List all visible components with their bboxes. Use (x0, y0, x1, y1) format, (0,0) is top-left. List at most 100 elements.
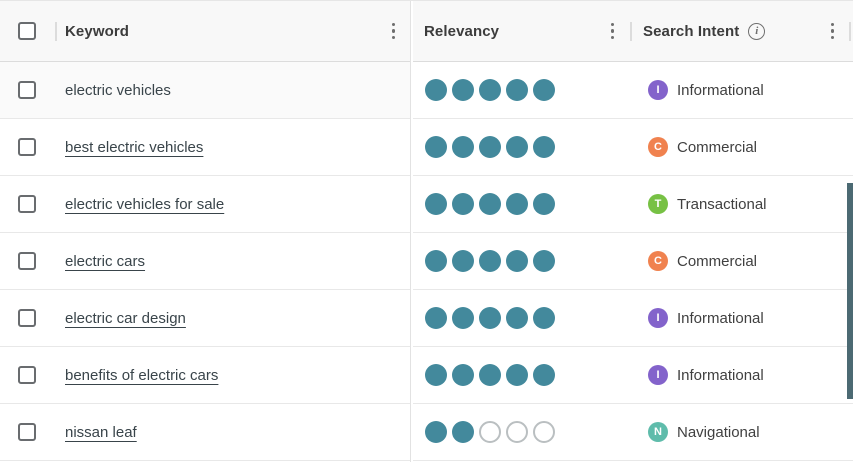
info-icon[interactable]: i (748, 22, 766, 40)
row-checkbox[interactable] (18, 81, 36, 99)
search-intent-cell: I Informational (630, 80, 853, 100)
relevancy-dot-filled (533, 250, 555, 272)
table-row: electric vehicles for sale (0, 176, 410, 233)
relevancy-dot-filled (479, 193, 501, 215)
intent-label: Navigational (677, 423, 760, 441)
relevancy-cell (413, 250, 630, 272)
intent-badge: N (648, 422, 668, 442)
relevancy-dot-filled (533, 136, 555, 158)
relevancy-dot-empty (479, 421, 501, 443)
intent-label: Informational (677, 366, 764, 384)
search-intent-column-title: Search Intent (643, 22, 740, 40)
search-intent-cell: N Navigational (630, 422, 853, 442)
intent-badge: C (648, 251, 668, 271)
vertical-scrollbar-thumb[interactable] (847, 183, 853, 399)
relevancy-cell (413, 136, 630, 158)
relevancy-dot-filled (506, 136, 528, 158)
intent-label: Commercial (677, 252, 758, 270)
table-row: N Navigational (413, 404, 853, 461)
relevancy-dot-filled (479, 250, 501, 272)
select-all-checkbox[interactable] (18, 22, 36, 40)
keyword-column-menu-icon[interactable] (387, 19, 401, 44)
metrics-header: Relevancy Search Intent i (413, 1, 853, 62)
relevancy-cell (413, 421, 630, 443)
relevancy-dot-filled (425, 193, 447, 215)
relevancy-dot-filled (452, 364, 474, 386)
relevancy-dot-filled (506, 250, 528, 272)
search-intent-cell: I Informational (630, 365, 853, 385)
table-row: C Commercial (413, 233, 853, 290)
row-checkbox[interactable] (18, 366, 36, 384)
search-intent-cell: C Commercial (630, 251, 853, 271)
table-row: benefits of electric cars (0, 347, 410, 404)
relevancy-dot-filled (425, 250, 447, 272)
relevancy-dot-filled (452, 193, 474, 215)
table-row: C Commercial (413, 119, 853, 176)
table-row: best electric vehicles (0, 119, 410, 176)
relevancy-dot-filled (506, 364, 528, 386)
table-row: T Transactional (413, 176, 853, 233)
relevancy-dot-filled (425, 307, 447, 329)
metrics-columns: Relevancy Search Intent i I Informational… (413, 1, 853, 462)
relevancy-dot-filled (425, 136, 447, 158)
keyword-column: Keyword electric vehicles best electric v… (0, 1, 411, 462)
table-row: nissan leaf (0, 404, 410, 461)
keyword-text: electric vehicles (65, 81, 171, 99)
intent-badge: C (648, 137, 668, 157)
relevancy-cell (413, 193, 630, 215)
row-checkbox[interactable] (18, 252, 36, 270)
intent-badge: I (648, 80, 668, 100)
row-checkbox[interactable] (18, 309, 36, 327)
relevancy-dot-filled (533, 193, 555, 215)
relevancy-dot-empty (506, 421, 528, 443)
intent-label: Transactional (677, 195, 767, 213)
relevancy-dot-filled (533, 307, 555, 329)
header-divider (849, 22, 851, 41)
header-divider (55, 21, 57, 41)
relevancy-column-title: Relevancy (424, 22, 500, 40)
intent-badge: I (648, 365, 668, 385)
relevancy-dot-filled (479, 79, 501, 101)
keyword-link[interactable]: benefits of electric cars (65, 366, 219, 384)
relevancy-dot-filled (452, 250, 474, 272)
table-row: electric vehicles (0, 62, 410, 119)
search-intent-cell: I Informational (630, 308, 853, 328)
search-intent-column-menu-icon[interactable] (826, 19, 840, 44)
search-intent-cell: T Transactional (630, 194, 853, 214)
relevancy-dot-filled (425, 421, 447, 443)
keyword-link[interactable]: best electric vehicles (65, 138, 204, 156)
intent-label: Informational (677, 81, 764, 99)
keyword-column-title: Keyword (65, 22, 130, 40)
search-intent-column-header: Search Intent i (630, 1, 853, 61)
relevancy-cell (413, 79, 630, 101)
relevancy-dot-filled (452, 421, 474, 443)
header-divider (630, 22, 632, 41)
relevancy-column-header: Relevancy (413, 1, 630, 61)
keyword-link[interactable]: electric car design (65, 309, 186, 327)
relevancy-dot-filled (425, 364, 447, 386)
relevancy-dot-filled (479, 307, 501, 329)
relevancy-dot-filled (452, 307, 474, 329)
relevancy-column-menu-icon[interactable] (606, 19, 620, 44)
intent-badge: I (648, 308, 668, 328)
keyword-column-header: Keyword (0, 1, 410, 62)
intent-badge: T (648, 194, 668, 214)
row-checkbox[interactable] (18, 195, 36, 213)
keyword-link[interactable]: nissan leaf (65, 423, 137, 441)
relevancy-dot-filled (533, 364, 555, 386)
relevancy-dot-filled (452, 136, 474, 158)
relevancy-cell (413, 307, 630, 329)
keyword-link[interactable]: electric cars (65, 252, 146, 270)
relevancy-dot-filled (452, 79, 474, 101)
intent-label: Commercial (677, 138, 758, 156)
relevancy-dot-filled (506, 193, 528, 215)
keyword-link[interactable]: electric vehicles for sale (65, 195, 225, 213)
row-checkbox[interactable] (18, 423, 36, 441)
intent-label: Informational (677, 309, 764, 327)
relevancy-dot-empty (533, 421, 555, 443)
row-checkbox[interactable] (18, 138, 36, 156)
table-row: electric cars (0, 233, 410, 290)
table-row: I Informational (413, 62, 853, 119)
table-row: I Informational (413, 290, 853, 347)
